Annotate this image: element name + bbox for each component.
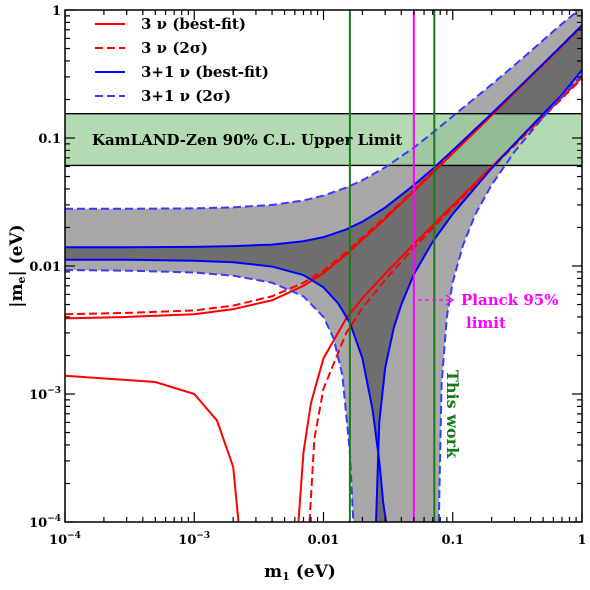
y-tick-label-1: 10−3 [29,386,61,403]
x-tick-label-2: 0.01 [308,533,340,548]
legend: 3 ν (best-fit) 3 ν (2σ) 3+1 ν (best-fit)… [95,15,269,105]
planck-annotation: Planck 95% limit [418,291,558,332]
y-axis-title: |me| (eV) [7,224,28,307]
y-tick-label-3: 0.1 [38,132,61,147]
series-line-5 [65,24,582,249]
series-line-10 [437,74,582,522]
axis-ticks: 10−4 10−3 0.01 0.1 1 10−4 10−3 0.01 0.1 1 [29,4,586,548]
series-layer [65,10,582,522]
legend-label-3p1nu-2sigma: 3+1 ν (2σ) [141,87,231,105]
series-line-9 [65,269,355,522]
x-tick-label-4: 1 [577,533,586,548]
x-tick-label-3: 0.1 [441,533,464,548]
y-tick-label-2: 0.01 [29,260,61,275]
series-line-8 [65,10,581,210]
legend-label-3p1nu-best: 3+1 ν (best-fit) [141,63,269,81]
kamland-label: KamLAND-Zen 90% C.L. Upper Limit [92,131,402,149]
series-line-1 [65,374,240,522]
legend-label-3nu-best: 3 ν (best-fit) [141,15,246,33]
planck-arrow-head [445,294,455,306]
planck-label-line2: limit [466,314,506,332]
y-tick-label-0: 10−4 [29,514,61,531]
kamland-band [65,113,582,166]
series-line-7 [375,69,582,522]
x-tick-label-0: 10−4 [49,531,81,548]
x-axis-title: m1 (eV) [264,562,336,583]
y-tick-label-4: 1 [52,4,61,19]
legend-label-3nu-2sigma: 3 ν (2σ) [141,39,208,57]
x-tick-label-1: 10−3 [178,531,210,548]
planck-label-line1: Planck 95% [461,291,558,309]
this-work-label: This work [443,370,462,459]
